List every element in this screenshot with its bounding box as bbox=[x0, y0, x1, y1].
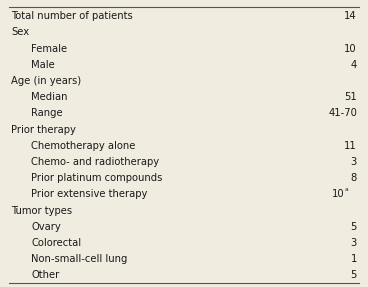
Text: 14: 14 bbox=[344, 11, 357, 21]
Text: 10: 10 bbox=[344, 44, 357, 53]
Text: 8: 8 bbox=[351, 173, 357, 183]
Text: 4: 4 bbox=[351, 60, 357, 70]
Text: Sex: Sex bbox=[11, 27, 29, 37]
Text: Prior platinum compounds: Prior platinum compounds bbox=[31, 173, 163, 183]
Text: 5: 5 bbox=[351, 270, 357, 280]
Text: 1: 1 bbox=[351, 254, 357, 264]
Text: 5: 5 bbox=[351, 222, 357, 232]
Text: Female: Female bbox=[31, 44, 67, 53]
Text: 51: 51 bbox=[344, 92, 357, 102]
Text: Other: Other bbox=[31, 270, 60, 280]
Text: Male: Male bbox=[31, 60, 55, 70]
Text: Median: Median bbox=[31, 92, 68, 102]
Text: 11: 11 bbox=[344, 141, 357, 151]
Text: 3: 3 bbox=[351, 238, 357, 248]
Text: Prior therapy: Prior therapy bbox=[11, 125, 76, 135]
Text: Non-small-cell lung: Non-small-cell lung bbox=[31, 254, 128, 264]
Text: Prior extensive therapy: Prior extensive therapy bbox=[31, 189, 148, 199]
Text: Ovary: Ovary bbox=[31, 222, 61, 232]
Text: Colorectal: Colorectal bbox=[31, 238, 81, 248]
Text: Age (in years): Age (in years) bbox=[11, 76, 81, 86]
Text: a: a bbox=[345, 187, 348, 192]
Text: Chemotherapy alone: Chemotherapy alone bbox=[31, 141, 136, 151]
Text: Range: Range bbox=[31, 108, 63, 118]
Text: 10: 10 bbox=[332, 189, 344, 199]
Text: Total number of patients: Total number of patients bbox=[11, 11, 133, 21]
Text: Tumor types: Tumor types bbox=[11, 205, 72, 216]
Text: 41-70: 41-70 bbox=[328, 108, 357, 118]
Text: Chemo- and radiotherapy: Chemo- and radiotherapy bbox=[31, 157, 159, 167]
Text: 3: 3 bbox=[351, 157, 357, 167]
